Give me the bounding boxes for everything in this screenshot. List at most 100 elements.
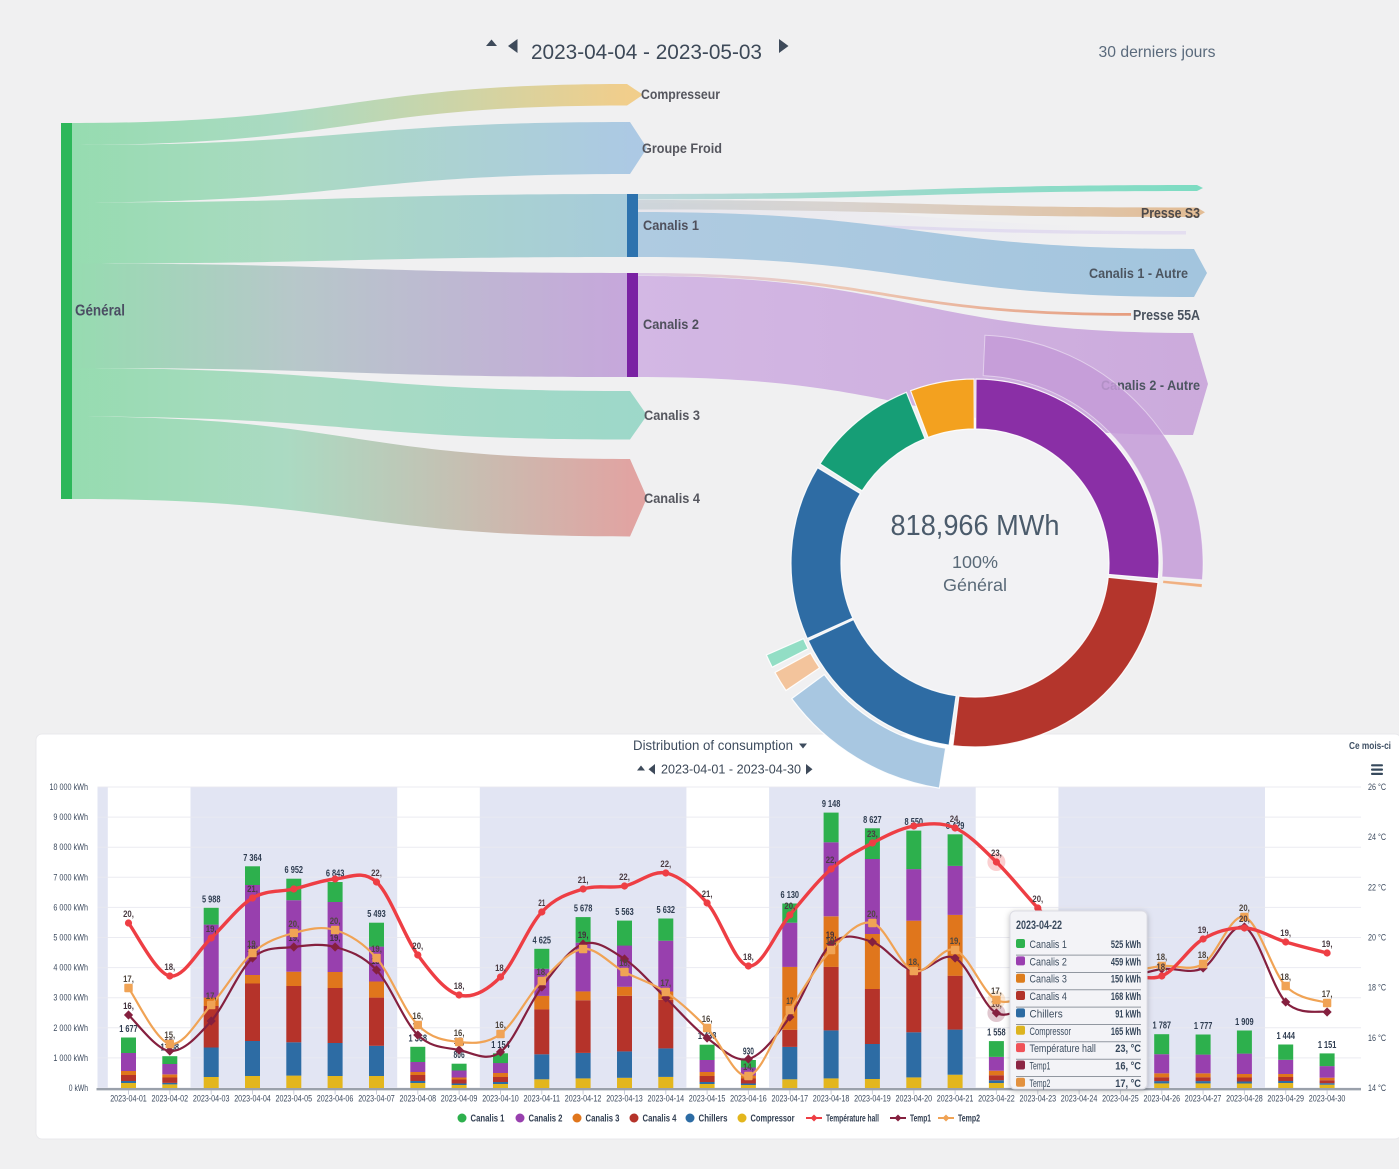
svg-text:Temp1: Temp1 — [910, 1114, 931, 1125]
svg-text:2023-04-01 - 2023-04-30: 2023-04-01 - 2023-04-30 — [661, 763, 801, 777]
svg-text:6 843: 6 843 — [326, 869, 345, 880]
svg-text:3 000 kWh: 3 000 kWh — [53, 993, 88, 1004]
svg-text:1 777: 1 777 — [1194, 1021, 1213, 1032]
svg-text:Canalis 3: Canalis 3 — [586, 1114, 620, 1125]
svg-text:14,: 14, — [743, 1062, 754, 1073]
svg-text:18,: 18, — [495, 963, 506, 974]
svg-text:20,: 20, — [1239, 914, 1250, 925]
svg-text:20,: 20, — [1032, 894, 1043, 905]
svg-text:19,: 19, — [950, 936, 961, 947]
svg-text:Température hall: Température hall — [826, 1114, 879, 1125]
svg-text:Canalis 3: Canalis 3 — [1030, 974, 1067, 986]
svg-text:24 °C: 24 °C — [1368, 832, 1386, 843]
svg-text:2023-04-27: 2023-04-27 — [1185, 1094, 1222, 1105]
svg-text:16,: 16, — [495, 1020, 506, 1031]
svg-text:100%: 100% — [952, 552, 998, 572]
svg-text:2023-04-30: 2023-04-30 — [1309, 1094, 1346, 1105]
svg-text:10 000 kWh: 10 000 kWh — [50, 782, 89, 793]
svg-text:19,: 19, — [826, 936, 837, 947]
svg-text:91 kWh: 91 kWh — [1115, 1008, 1141, 1020]
svg-text:19,: 19, — [1322, 939, 1333, 950]
svg-text:2023-04-09: 2023-04-09 — [441, 1094, 478, 1105]
svg-text:2023-04-19: 2023-04-19 — [854, 1094, 891, 1105]
svg-text:2023-04-21: 2023-04-21 — [937, 1094, 974, 1105]
svg-text:0 kWh: 0 kWh — [69, 1083, 88, 1094]
svg-text:1 151: 1 151 — [1318, 1040, 1337, 1051]
svg-text:Canalis 4: Canalis 4 — [644, 491, 700, 506]
svg-text:Canalis 4: Canalis 4 — [1030, 991, 1067, 1003]
svg-text:2023-04-11: 2023-04-11 — [524, 1094, 561, 1105]
svg-text:19,: 19, — [247, 939, 258, 950]
svg-text:18 °C: 18 °C — [1368, 983, 1386, 994]
svg-text:16,: 16, — [991, 999, 1002, 1010]
svg-text:18,: 18, — [743, 952, 754, 963]
svg-text:2023-04-02: 2023-04-02 — [152, 1094, 189, 1105]
svg-text:2023-04-22: 2023-04-22 — [978, 1094, 1015, 1105]
svg-text:2023-04-12: 2023-04-12 — [565, 1094, 602, 1105]
svg-text:18,: 18, — [908, 957, 919, 968]
svg-text:9 148: 9 148 — [822, 799, 841, 810]
svg-text:2023-04-01: 2023-04-01 — [110, 1094, 147, 1105]
svg-text:5 632: 5 632 — [657, 905, 676, 916]
svg-text:1 154: 1 154 — [491, 1040, 510, 1051]
svg-text:2023-04-10: 2023-04-10 — [482, 1094, 519, 1105]
svg-text:Température hall: Température hall — [1030, 1043, 1096, 1055]
svg-text:23,: 23, — [991, 848, 1002, 859]
svg-text:16,: 16, — [123, 1001, 134, 1012]
svg-text:Compressor: Compressor — [751, 1114, 795, 1125]
svg-text:Compressor: Compressor — [1030, 1026, 1072, 1038]
svg-text:20,: 20, — [784, 901, 795, 912]
svg-text:2023-04-04: 2023-04-04 — [234, 1094, 271, 1105]
svg-text:17, °C: 17, °C — [1115, 1078, 1141, 1090]
svg-text:165 kWh: 165 kWh — [1111, 1026, 1141, 1038]
svg-text:Canalis 2: Canalis 2 — [529, 1114, 563, 1125]
svg-text:20 °C: 20 °C — [1368, 933, 1386, 944]
svg-text:18,: 18, — [1198, 950, 1209, 961]
svg-text:18,: 18, — [1156, 952, 1167, 963]
svg-text:17,: 17, — [991, 986, 1002, 997]
svg-text:18,: 18, — [454, 981, 465, 992]
svg-text:4 000 kWh: 4 000 kWh — [53, 963, 88, 974]
svg-text:5 000 kWh: 5 000 kWh — [53, 933, 88, 944]
svg-text:2023-04-04 - 2023-05-03: 2023-04-04 - 2023-05-03 — [531, 41, 762, 64]
svg-text:8 627: 8 627 — [863, 815, 882, 826]
svg-text:23, °C: 23, °C — [1115, 1043, 1141, 1055]
svg-text:20,: 20, — [123, 909, 134, 920]
svg-text:20,: 20, — [412, 941, 423, 952]
svg-text:16, °C: 16, °C — [1115, 1061, 1141, 1073]
svg-text:17,: 17, — [123, 974, 134, 985]
svg-text:15,: 15, — [164, 1030, 175, 1041]
svg-text:2023-04-28: 2023-04-28 — [1226, 1094, 1263, 1105]
svg-text:Compresseur: Compresseur — [641, 87, 721, 102]
svg-text:1 444: 1 444 — [1276, 1031, 1295, 1042]
svg-text:22,: 22, — [619, 872, 630, 883]
svg-text:19,: 19, — [206, 924, 217, 935]
svg-text:2023-04-15: 2023-04-15 — [689, 1094, 726, 1105]
svg-text:20,: 20, — [288, 919, 299, 930]
svg-text:7 364: 7 364 — [243, 853, 262, 864]
svg-text:Canalis 1: Canalis 1 — [1030, 939, 1067, 951]
svg-text:2023-04-16: 2023-04-16 — [730, 1094, 767, 1105]
svg-text:24,: 24, — [950, 814, 961, 825]
svg-text:Canalis 4: Canalis 4 — [643, 1114, 677, 1125]
svg-text:19,: 19, — [288, 933, 299, 944]
svg-text:Chillers: Chillers — [1030, 1008, 1064, 1020]
svg-text:16,: 16, — [702, 1014, 713, 1025]
svg-text:Chillers: Chillers — [699, 1114, 728, 1125]
svg-text:4 625: 4 625 — [533, 935, 552, 946]
svg-text:1 558: 1 558 — [987, 1028, 1006, 1039]
svg-text:2023-04-29: 2023-04-29 — [1267, 1094, 1304, 1105]
svg-text:22,: 22, — [826, 855, 837, 866]
svg-text:18,: 18, — [1280, 972, 1291, 983]
svg-text:2023-04-23: 2023-04-23 — [1020, 1094, 1057, 1105]
svg-text:22 °C: 22 °C — [1368, 882, 1386, 893]
svg-text:Presse 55A: Presse 55A — [1133, 307, 1200, 324]
svg-text:6 130: 6 130 — [781, 890, 800, 901]
svg-text:19,: 19, — [826, 930, 837, 941]
svg-text:2023-04-22: 2023-04-22 — [1016, 918, 1062, 932]
svg-text:21,: 21, — [578, 875, 589, 886]
svg-text:459 kWh: 459 kWh — [1111, 956, 1141, 968]
svg-text:6 000 kWh: 6 000 kWh — [53, 902, 88, 913]
svg-text:18,: 18, — [619, 958, 630, 969]
svg-text:Ce mois-ci: Ce mois-ci — [1349, 740, 1391, 752]
